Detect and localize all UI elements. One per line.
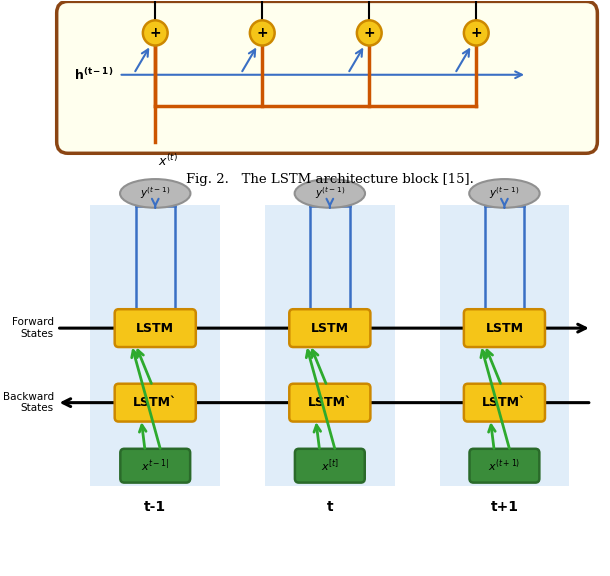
FancyBboxPatch shape [90,205,220,486]
Text: LSTM`: LSTM` [483,396,526,409]
Ellipse shape [469,179,540,208]
Text: $\mathbf{h^{(t-1)}}$: $\mathbf{h^{(t-1)}}$ [74,67,113,83]
Text: +: + [256,26,268,40]
Text: $x^{[t]}$: $x^{[t]}$ [321,457,339,474]
Text: +: + [470,26,482,40]
Text: $y^{(t-1)}$: $y^{(t-1)}$ [140,185,170,202]
Text: t-1: t-1 [144,500,167,514]
Text: Backward
States: Backward States [3,392,54,414]
FancyBboxPatch shape [265,205,395,486]
Circle shape [143,20,168,46]
Text: $y^{(t-1)}$: $y^{(t-1)}$ [315,185,345,202]
Text: LSTM: LSTM [486,321,523,335]
FancyBboxPatch shape [440,205,569,486]
Text: +: + [364,26,375,40]
Text: LSTM: LSTM [311,321,349,335]
Text: LSTM`: LSTM` [133,396,178,409]
FancyBboxPatch shape [289,309,370,347]
Text: $x^{(t+1)}$: $x^{(t+1)}$ [488,457,520,474]
Ellipse shape [295,179,365,208]
Circle shape [357,20,382,46]
FancyBboxPatch shape [289,384,370,422]
Text: LSTM`: LSTM` [307,396,352,409]
Text: +: + [149,26,161,40]
Text: t+1: t+1 [490,500,518,514]
Ellipse shape [120,179,190,208]
FancyBboxPatch shape [470,449,539,483]
Text: t: t [326,500,333,514]
Text: Fig. 2.   The LSTM architecture block [15].: Fig. 2. The LSTM architecture block [15]… [186,173,474,185]
FancyBboxPatch shape [115,309,196,347]
Text: $y^{(t-1)}$: $y^{(t-1)}$ [489,185,520,202]
Text: Forward
States: Forward States [12,317,54,339]
FancyBboxPatch shape [464,384,545,422]
Text: $x^{t-1|}$: $x^{t-1|}$ [141,457,170,474]
FancyBboxPatch shape [120,449,190,483]
Text: LSTM: LSTM [136,321,174,335]
FancyBboxPatch shape [464,309,545,347]
Circle shape [250,20,274,46]
FancyBboxPatch shape [57,1,597,153]
Circle shape [464,20,489,46]
FancyBboxPatch shape [295,449,365,483]
FancyBboxPatch shape [115,384,196,422]
Text: $x^{(t)}$: $x^{(t)}$ [158,153,178,169]
